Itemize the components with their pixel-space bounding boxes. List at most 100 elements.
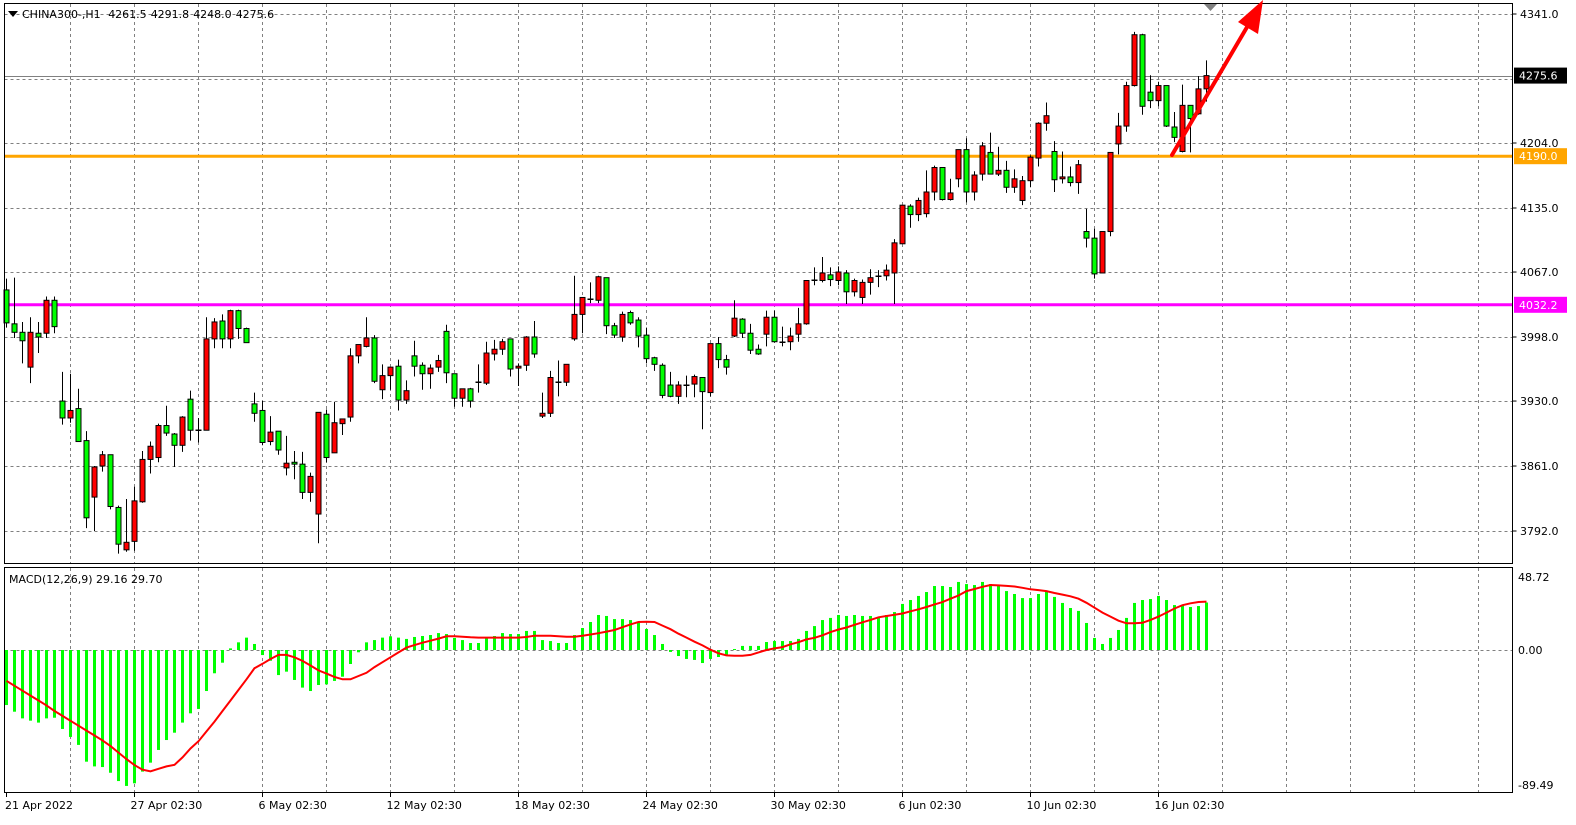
candle-body-bull [619,313,626,338]
macd-histogram-bar [1037,593,1040,650]
candle-body-bull [483,352,490,384]
candle [1155,81,1162,107]
candle-body-bull [795,323,802,335]
candle [539,392,546,418]
macd-histogram-bar [1061,602,1064,650]
macd-histogram-bar [1125,617,1128,650]
macd-histogram-bar [373,640,376,650]
trend-arrow-annotation[interactable] [1170,0,1263,157]
candle-body-bull [139,458,146,503]
macd-histogram-bar [941,586,944,650]
macd-histogram-bar [509,634,512,650]
candle [99,450,106,472]
macd-histogram-bar [189,650,192,714]
macd-histogram-bar [357,650,360,653]
candle-body-bull [971,174,978,193]
macd-indicator [5,581,1208,786]
candle [507,338,514,377]
candle-body-bull [1131,34,1138,87]
candle [259,401,266,446]
macd-histogram-bar [101,650,104,768]
candle-body-bear [907,205,914,216]
macd-histogram-bar [957,581,960,650]
macd-histogram-bar [853,614,856,650]
candle-body-bear [507,338,514,370]
candle [643,327,650,364]
candle-body-bear [219,320,226,340]
candle [979,142,986,181]
macd-histogram-bar [61,650,64,729]
macd-histogram-bar [445,634,448,650]
candle [555,360,562,397]
macd-histogram-bar [13,650,16,712]
candle [427,364,434,389]
macd-histogram-bar [541,640,544,650]
macd-histogram-bar [221,650,224,663]
candle [171,433,178,467]
candle-body-bear [1163,85,1170,127]
candle-body-doji [811,279,818,281]
macd-axis-label: 48.72 [1518,571,1550,584]
price-axis-label: 4135.0 [1520,202,1559,215]
candle [1107,151,1114,237]
candle [339,418,346,435]
macd-histogram-bar [29,650,32,721]
candle [987,132,994,175]
candle [1091,228,1098,279]
candle [411,340,418,377]
candle [483,341,490,386]
candle-body-bear [659,364,666,396]
macd-histogram-bar [277,650,280,676]
macd-histogram-bar [21,650,24,719]
macd-histogram-bar [37,650,40,723]
candle [283,435,290,476]
candle-body-bull [27,331,34,368]
candle-body-bear [75,408,82,443]
level-price-label: 4190.0 [1519,150,1558,163]
macd-axis-label: 0.00 [1518,644,1543,657]
candle-body-bull [67,409,74,419]
candle-body-bull [1043,115,1050,124]
macd-histogram-bar [565,642,568,650]
candle-body-bear [299,463,306,493]
price-axis-label: 4067.0 [1520,266,1559,279]
macd-histogram-bar [749,645,752,650]
candle-body-bull [283,462,290,469]
candle-body-bear [115,506,122,545]
candle [883,264,890,281]
candle-body-bull [675,384,682,397]
macd-histogram-bar [261,650,264,656]
candle-body-bull [1179,104,1186,152]
candle [811,267,818,286]
candle [795,307,802,342]
candle-body-bull [363,337,370,347]
macd-histogram-bar [837,614,840,650]
macd-histogram-bar [149,650,152,763]
chart-shift-marker-icon[interactable] [1204,4,1217,11]
macd-histogram-bar [133,650,136,784]
dropdown-triangle-icon[interactable] [8,11,18,17]
candle-body-bull [1123,85,1130,127]
macd-histogram-bar [573,635,576,650]
candle [475,364,482,393]
macd-histogram-bar [165,650,168,741]
candle [763,310,770,347]
chart-header: CHINA300-,H1 4261.5 4291.8 4248.0 4275.6 [8,8,278,21]
candle [267,416,274,446]
candle-body-bull [515,365,522,369]
candle [859,279,866,305]
candle [563,363,570,386]
candle [691,374,698,398]
candle-body-bear [451,373,458,399]
candle-body-bear [1083,231,1090,239]
candle-body-bull [147,445,154,460]
macd-histogram-bar [437,633,440,650]
candle-body-bear [939,166,946,201]
macd-histogram-bar [1021,598,1024,650]
macd-histogram-bar [349,650,352,665]
candle [19,321,26,364]
candle-body-bear [19,331,26,342]
macd-histogram-bar [493,635,496,650]
candle-body-bull [1203,75,1210,90]
